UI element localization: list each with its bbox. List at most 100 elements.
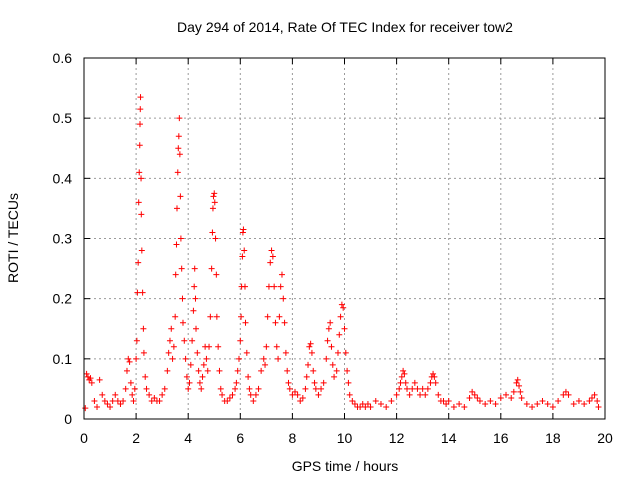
data-point (338, 301, 345, 308)
data-point (260, 355, 267, 362)
data-point (271, 283, 278, 290)
data-point (120, 397, 127, 404)
data-point (281, 319, 288, 326)
data-point (503, 391, 510, 398)
data-point (135, 199, 142, 206)
data-point (312, 385, 319, 392)
data-point (258, 367, 265, 374)
data-point (165, 349, 172, 356)
data-point (471, 391, 478, 398)
data-point (186, 379, 193, 386)
data-point (211, 199, 218, 206)
x-tick-label: 20 (597, 430, 613, 446)
data-point (164, 367, 171, 374)
data-point (315, 391, 322, 398)
data-point (213, 271, 220, 278)
data-point (393, 391, 400, 398)
data-point (345, 379, 352, 386)
data-point (216, 367, 223, 374)
data-point (191, 265, 198, 272)
data-point (440, 397, 447, 404)
data-point (346, 391, 353, 398)
data-point (562, 388, 569, 395)
y-tick-label: 0.4 (53, 170, 73, 186)
data-point (340, 304, 347, 311)
data-point (200, 361, 207, 368)
data-point (143, 385, 150, 392)
x-axis-label: GPS time / hours (292, 458, 399, 474)
data-point (476, 397, 483, 404)
data-point (109, 397, 116, 404)
data-point (136, 169, 143, 176)
data-point (272, 319, 279, 326)
data-point (529, 403, 536, 410)
data-point (432, 379, 439, 386)
data-point (334, 349, 341, 356)
data-point (213, 313, 220, 320)
data-point (445, 397, 452, 404)
data-point (523, 400, 530, 407)
data-point (168, 325, 175, 332)
data-point (431, 373, 438, 380)
data-point (273, 343, 280, 350)
data-point (337, 313, 344, 320)
data-point (127, 379, 134, 386)
data-point (406, 391, 413, 398)
data-point (292, 388, 299, 395)
data-point (324, 337, 331, 344)
data-point (170, 343, 177, 350)
data-point (107, 403, 114, 410)
data-point (199, 373, 206, 380)
data-point (123, 367, 130, 374)
data-point (424, 385, 431, 392)
axis-ticks: 0 2 4 6 8 10 12 14 16 18 20 0 0.1 0.2 0.3 0.4 0.5 0.6 (53, 50, 613, 446)
data-point (195, 367, 202, 374)
data-point (268, 247, 275, 254)
data-point (297, 397, 304, 404)
data-point (173, 205, 180, 212)
data-point (397, 379, 404, 386)
data-point (265, 283, 272, 290)
data-point (286, 385, 293, 392)
data-point (323, 355, 330, 362)
data-point (191, 283, 198, 290)
data-point (474, 394, 481, 401)
y-tick-label: 0.2 (53, 291, 73, 307)
data-point (112, 391, 119, 398)
data-point (325, 325, 332, 332)
data-point (497, 394, 504, 401)
data-point (306, 343, 313, 350)
data-point (84, 373, 91, 380)
x-tick-label: 10 (337, 430, 353, 446)
data-point (278, 271, 285, 278)
data-point (193, 325, 200, 332)
data-point (508, 394, 515, 401)
data-point (146, 391, 153, 398)
data-point (215, 343, 222, 350)
data-point (210, 193, 217, 200)
data-point (383, 403, 390, 410)
data-point (172, 313, 179, 320)
data-point (594, 397, 601, 404)
data-point (198, 385, 205, 392)
data-point (173, 241, 180, 248)
data-point (411, 379, 418, 386)
data-point (96, 376, 103, 383)
data-point (182, 355, 189, 362)
data-point (362, 403, 369, 410)
data-point (513, 379, 520, 386)
data-points (82, 94, 602, 412)
data-point (311, 379, 318, 386)
data-point (126, 358, 133, 365)
data-point (595, 403, 602, 410)
data-point (263, 343, 270, 350)
data-point (130, 397, 137, 404)
data-point (586, 397, 593, 404)
data-point (289, 391, 296, 398)
data-point (196, 379, 203, 386)
data-point (409, 385, 416, 392)
data-point (134, 289, 141, 296)
data-point (129, 391, 136, 398)
data-point (560, 391, 567, 398)
data-point (400, 367, 407, 374)
